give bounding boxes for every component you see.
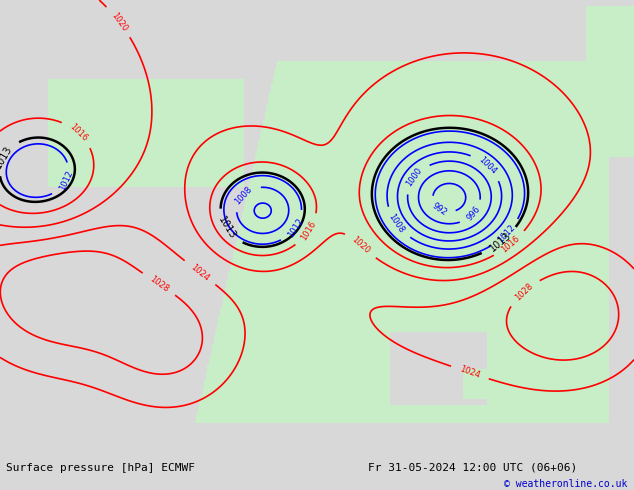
Text: 1028: 1028 (148, 274, 170, 294)
Text: 1000: 1000 (404, 166, 424, 188)
Text: 1020: 1020 (109, 10, 129, 33)
Text: 1013: 1013 (488, 230, 513, 254)
Text: © weatheronline.co.uk: © weatheronline.co.uk (504, 480, 628, 490)
Text: 1016: 1016 (68, 122, 89, 144)
Text: 1013: 1013 (216, 215, 237, 242)
Text: 1016: 1016 (499, 234, 521, 255)
Text: 1024: 1024 (458, 365, 481, 380)
Text: 996: 996 (465, 205, 482, 222)
Text: Surface pressure [hPa] ECMWF: Surface pressure [hPa] ECMWF (6, 463, 195, 473)
Text: 1013: 1013 (0, 144, 14, 170)
Text: 1016: 1016 (299, 219, 318, 242)
Text: 1008: 1008 (233, 184, 254, 206)
Text: 1012: 1012 (286, 216, 305, 239)
Text: 992: 992 (430, 201, 449, 217)
Text: 1020: 1020 (350, 235, 372, 256)
Text: 1028: 1028 (513, 281, 534, 302)
Text: 1004: 1004 (477, 155, 498, 176)
Text: 1008: 1008 (387, 213, 406, 235)
Text: Fr 31-05-2024 12:00 UTC (06+06): Fr 31-05-2024 12:00 UTC (06+06) (368, 463, 577, 473)
Text: 1012: 1012 (496, 223, 517, 245)
Text: 1024: 1024 (189, 263, 211, 283)
Text: 1012: 1012 (57, 169, 74, 192)
